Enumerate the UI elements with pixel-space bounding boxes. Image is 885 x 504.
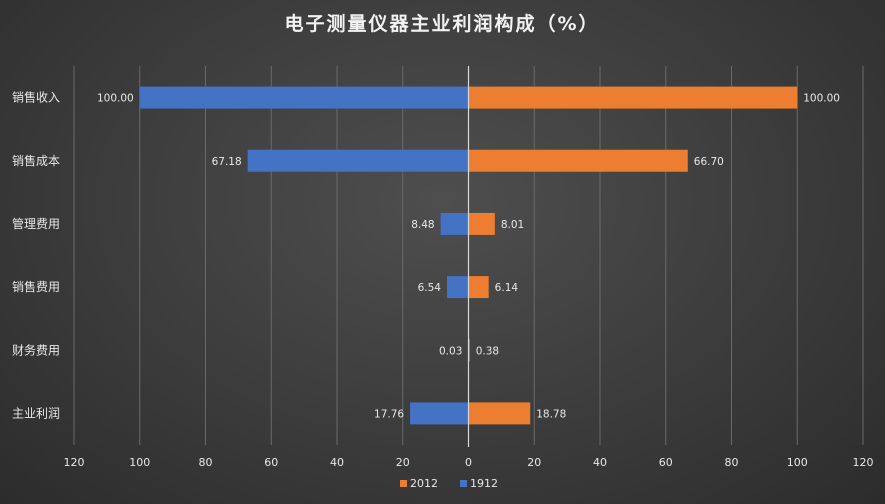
legend-swatch-1912 [460, 480, 467, 487]
x-tick-labels: 120 100 80 60 40 20 0 20 40 60 80 100 120 [64, 456, 874, 469]
category-label: 财务费用 [12, 342, 60, 357]
data-label-1912: 17.76 [374, 408, 404, 420]
x-tick-label: 120 [64, 456, 85, 469]
data-label-1912: 0.03 [439, 345, 462, 357]
bar-2012 [468, 149, 688, 172]
x-tick-label: 40 [593, 456, 607, 469]
legend-label-1912: 1912 [470, 477, 498, 490]
x-tick-label: 60 [659, 456, 673, 469]
category-label: 销售收入 [12, 90, 60, 105]
data-label-2012: 100.00 [803, 93, 840, 105]
bar-1912 [440, 212, 469, 235]
x-tick-label: 100 [129, 456, 150, 469]
x-tick-label: 100 [787, 456, 808, 469]
bars [139, 86, 798, 425]
x-tick-label: 80 [725, 456, 739, 469]
x-tick-label: 40 [330, 456, 344, 469]
bar-1912 [247, 149, 469, 172]
bar-1912 [410, 402, 469, 425]
data-label-2012: 0.38 [476, 345, 499, 357]
x-tick-label: 20 [527, 456, 541, 469]
chart-title: 电子测量仪器主业利润构成（%） [284, 12, 599, 35]
category-label: 管理费用 [12, 216, 60, 231]
data-label-2012: 8.01 [501, 219, 524, 231]
data-label-1912: 100.00 [97, 93, 134, 105]
bar-2012 [468, 86, 798, 109]
x-tick-label: 20 [396, 456, 410, 469]
category-label: 销售成本 [12, 153, 60, 168]
category-label: 主业利润 [12, 406, 60, 420]
x-tick-label: 60 [264, 456, 278, 469]
category-label: 销售费用 [12, 279, 60, 294]
data-label-1912: 8.48 [411, 219, 434, 231]
legend: 2012 1912 [400, 477, 498, 490]
data-labels: 100.00 100.00 66.70 67.18 8.01 8.48 6.14 6.54 0.… [97, 93, 840, 421]
data-label-1912: 67.18 [212, 156, 242, 168]
bar-1912 [446, 276, 469, 299]
bar-1912 [139, 86, 469, 109]
legend-swatch-2012 [400, 480, 407, 487]
bar-2012 [468, 402, 531, 425]
x-tick-label: 0 [465, 456, 472, 469]
legend-label-2012: 2012 [410, 477, 438, 490]
data-label-2012: 6.14 [495, 282, 519, 294]
x-tick-label: 120 [853, 456, 874, 469]
gridlines [73, 66, 864, 445]
data-label-1912: 6.54 [418, 282, 442, 294]
bar-2012 [468, 212, 495, 235]
x-tick-label: 80 [199, 456, 213, 469]
data-label-2012: 66.70 [694, 156, 724, 168]
bar-2012 [468, 276, 489, 299]
data-label-2012: 18.78 [536, 408, 566, 420]
